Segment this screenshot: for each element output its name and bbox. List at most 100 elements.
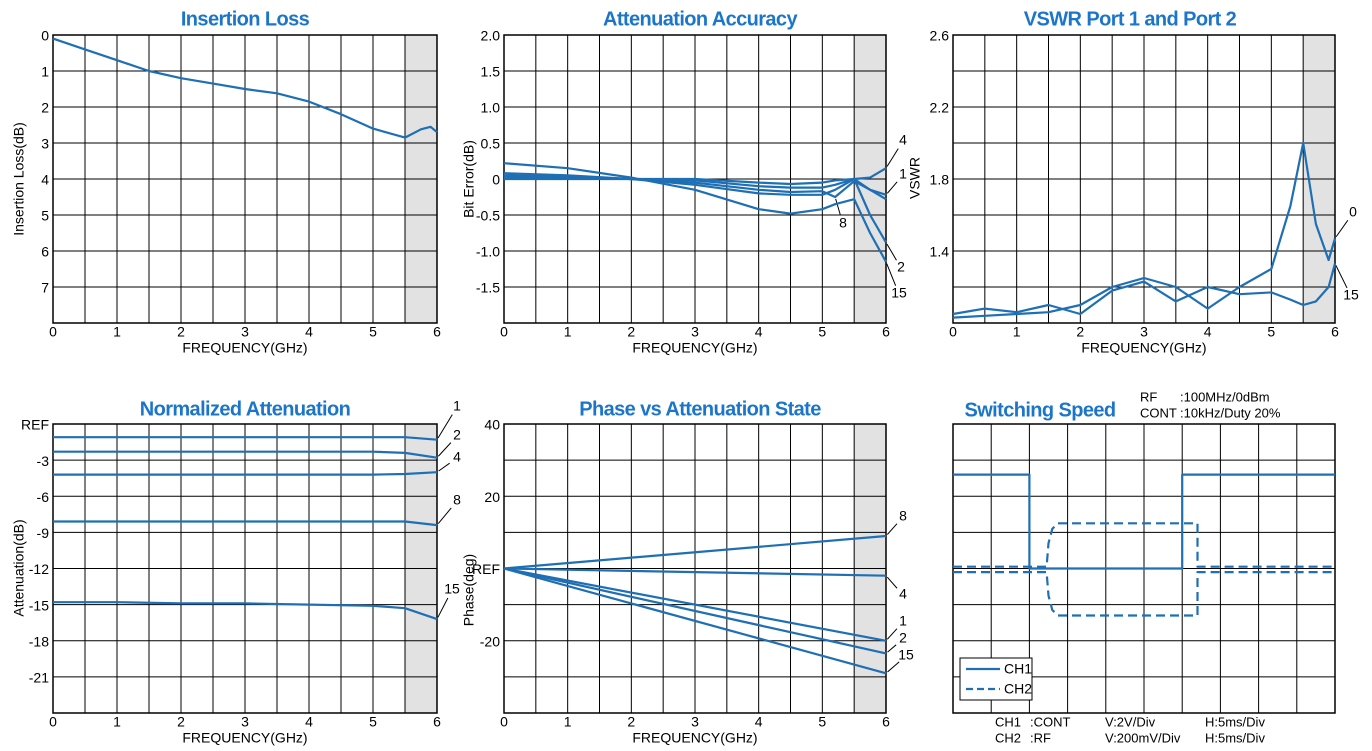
y-tick-label: -6 — [37, 489, 50, 505]
x-tick-label: 1 — [1013, 324, 1021, 340]
y-tick-label: REF — [472, 561, 500, 577]
y-tick-label: -21 — [29, 670, 49, 686]
y-axis-label: Attenuation(dB) — [11, 519, 27, 616]
series-label: 0 — [1349, 204, 1357, 220]
footer-text: H:5ms/Div — [1205, 730, 1265, 745]
settings-text: CONT — [1140, 405, 1177, 420]
footer-text: CH1 — [995, 714, 1021, 729]
x-tick-label: 2 — [177, 714, 185, 730]
x-tick-label: 0 — [49, 324, 57, 340]
series-label: 8 — [453, 492, 461, 508]
x-tick-label: 3 — [691, 714, 699, 730]
x-tick-label: 1 — [564, 324, 572, 340]
series-label: 2 — [899, 630, 907, 646]
chart-title: Phase vs Attenuation State — [579, 398, 821, 420]
series-line — [503, 172, 887, 243]
leader-line — [437, 442, 452, 457]
leader-line — [886, 628, 898, 640]
series-label: 15 — [1343, 287, 1359, 303]
chart-title: Insertion Loss — [181, 8, 310, 30]
y-tick-label: 1.4 — [930, 244, 950, 260]
x-tick-label: 6 — [882, 714, 890, 730]
y-tick-label: -0.5 — [476, 208, 500, 224]
footer-text: V:200mV/Div — [1105, 730, 1181, 745]
y-tick-label: -3 — [37, 453, 50, 469]
series-label: 1 — [899, 613, 907, 629]
series-line — [53, 520, 438, 527]
x-tick-label: 3 — [241, 324, 249, 340]
y-tick-label: 40 — [484, 417, 500, 433]
y-axis-label: VSWR — [907, 157, 923, 199]
y-tick-label: 1 — [41, 64, 49, 80]
y-tick-label: 5 — [41, 208, 49, 224]
x-tick-label: 2 — [627, 324, 635, 340]
footer-text: :RF — [1030, 730, 1051, 745]
x-tick-label: 6 — [433, 324, 441, 340]
x-tick-label: 5 — [818, 714, 826, 730]
series-line — [503, 534, 887, 570]
y-tick-label: 2.2 — [930, 100, 950, 116]
y-tick-label: -1.5 — [476, 280, 500, 296]
y-tick-label: -9 — [37, 525, 50, 541]
series-label: 8 — [899, 508, 907, 524]
y-tick-label: 2.0 — [481, 28, 501, 44]
footer-text: :CONT — [1030, 714, 1071, 729]
series-label: 1 — [899, 166, 907, 182]
leader-line — [886, 263, 897, 286]
settings-text: :100MHz/0dBm — [1180, 389, 1270, 404]
y-axis-label: Phase(deg) — [461, 554, 477, 626]
x-axis-label: FREQUENCY(GHz) — [1081, 340, 1206, 356]
series-line — [503, 162, 887, 263]
x-axis-label: FREQUENCY(GHz) — [632, 730, 757, 746]
x-tick-label: 6 — [1331, 324, 1339, 340]
y-axis-label: Insertion Loss(dB) — [11, 122, 27, 236]
series-line — [53, 601, 438, 621]
legend-box — [959, 657, 1033, 701]
x-tick-label: 3 — [691, 324, 699, 340]
series-line — [952, 141, 1337, 319]
footer-text: V:2V/Div — [1105, 714, 1156, 729]
series-line — [953, 473, 1335, 570]
series-label: 15 — [444, 581, 460, 597]
leader-line — [1335, 265, 1348, 289]
series-line — [503, 567, 887, 655]
x-axis-label: FREQUENCY(GHz) — [182, 730, 307, 746]
y-tick-label: 1.5 — [481, 64, 501, 80]
y-tick-label: 4 — [41, 172, 49, 188]
series-line — [953, 522, 1335, 617]
x-tick-label: 3 — [241, 714, 249, 730]
leader-line — [835, 198, 841, 216]
y-tick-label: 7 — [41, 280, 49, 296]
legend-label: CH1 — [1004, 661, 1032, 677]
x-tick-label: 5 — [369, 714, 377, 730]
x-tick-label: 4 — [755, 324, 763, 340]
leader-line — [437, 414, 453, 439]
leader-line — [886, 523, 898, 535]
y-tick-label: REF — [21, 417, 49, 433]
y-tick-label: -18 — [29, 633, 49, 649]
series-line — [503, 567, 887, 675]
x-tick-label: 6 — [882, 324, 890, 340]
legend-label: CH2 — [1004, 681, 1032, 697]
y-tick-label: 0.5 — [481, 136, 501, 152]
y-tick-label: 3 — [41, 136, 49, 152]
y-axis-label: Bit Error(dB) — [461, 140, 477, 218]
leader-line — [886, 243, 897, 261]
leader-line — [886, 181, 898, 194]
y-tick-label: -20 — [480, 633, 500, 649]
x-tick-label: 3 — [1140, 324, 1148, 340]
leader-line — [887, 661, 900, 673]
y-tick-label: 0 — [41, 28, 49, 44]
x-tick-label: 5 — [369, 324, 377, 340]
y-tick-label: 2.6 — [930, 28, 950, 44]
series-line — [53, 450, 438, 459]
y-tick-label: 1.8 — [930, 172, 950, 188]
leader-line — [438, 462, 450, 472]
leader-line — [1335, 220, 1349, 238]
x-axis-label: FREQUENCY(GHz) — [632, 340, 757, 356]
plot-frame — [52, 34, 438, 324]
leader-line — [437, 597, 449, 618]
y-tick-label: 2 — [41, 100, 49, 116]
series-label: 8 — [839, 215, 847, 231]
x-tick-label: 5 — [1267, 324, 1275, 340]
